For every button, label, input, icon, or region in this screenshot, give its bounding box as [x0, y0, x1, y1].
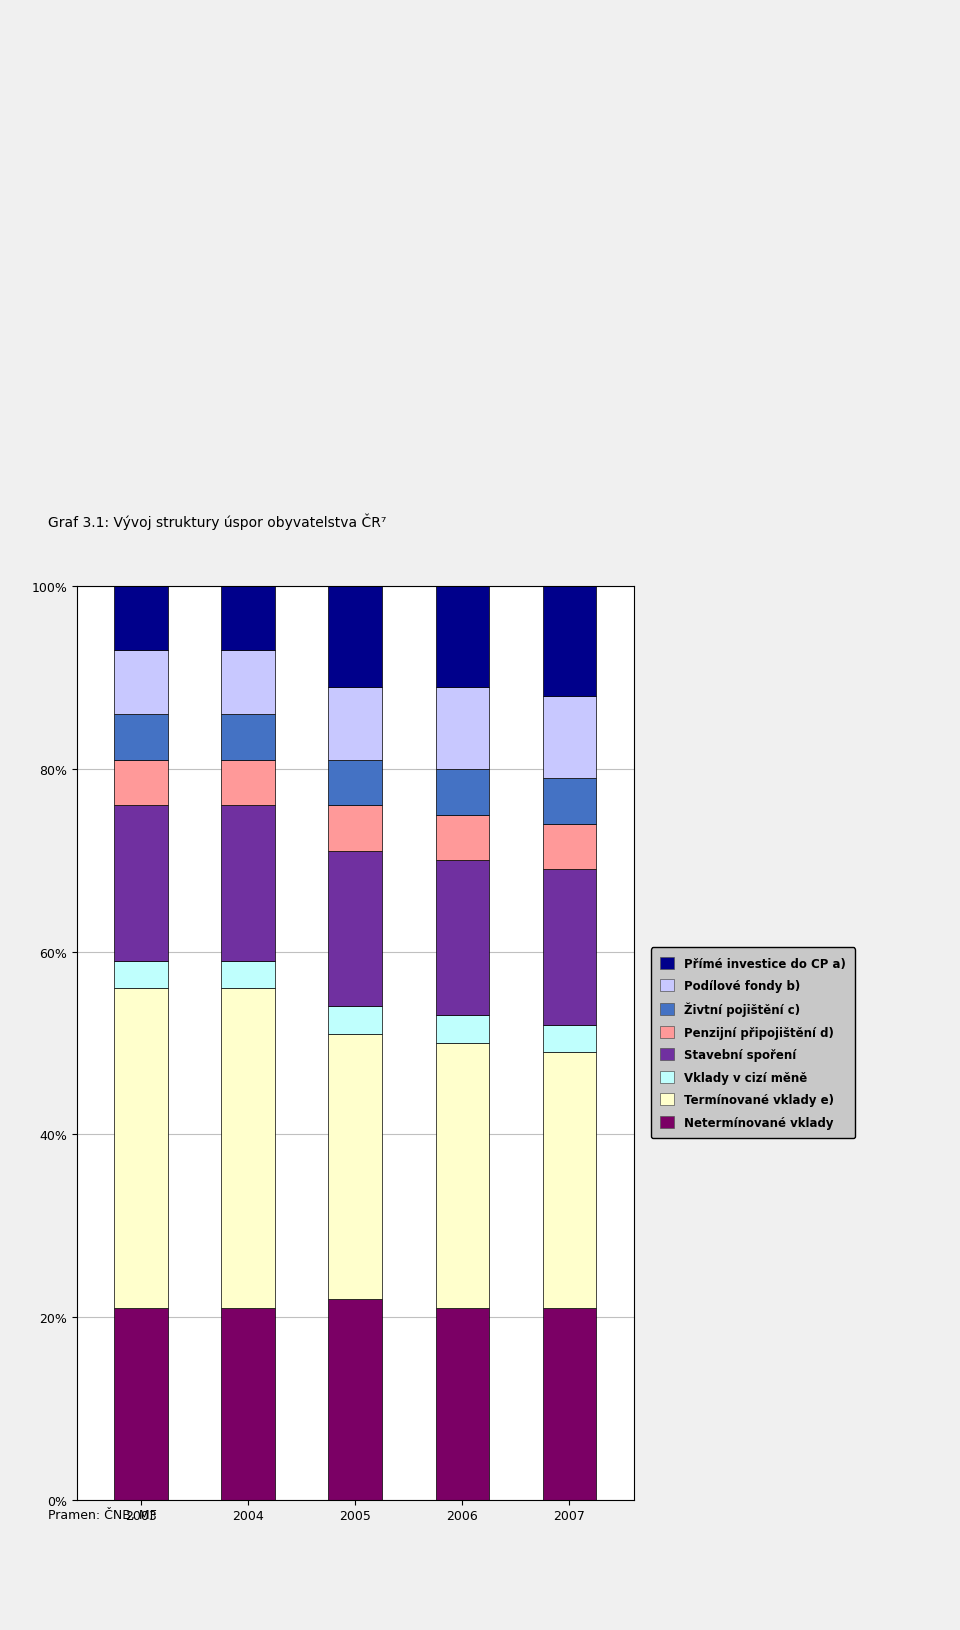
Bar	[114, 587, 168, 650]
Bar	[328, 587, 382, 688]
Bar	[222, 805, 275, 962]
Bar	[542, 870, 596, 1025]
Bar	[114, 962, 168, 988]
Bar	[222, 1307, 275, 1500]
Bar	[222, 587, 275, 650]
Bar	[222, 650, 275, 714]
Bar	[436, 861, 489, 1015]
Bar	[114, 988, 168, 1307]
Bar	[542, 587, 596, 696]
Bar	[114, 714, 168, 760]
Text: Graf 3.1: Vývoj struktury úspor obyvatelstva ČR⁷: Graf 3.1: Vývoj struktury úspor obyvatel…	[48, 513, 387, 530]
Bar	[542, 696, 596, 779]
Text: Pramen: ČNB, MF: Pramen: ČNB, MF	[48, 1508, 156, 1521]
Bar	[436, 587, 489, 688]
Bar	[328, 688, 382, 760]
Bar	[328, 1299, 382, 1500]
Bar	[114, 805, 168, 962]
Bar	[222, 760, 275, 805]
Bar	[114, 760, 168, 805]
Bar	[542, 825, 596, 870]
Bar	[436, 815, 489, 861]
Bar	[436, 1043, 489, 1307]
Bar	[542, 1053, 596, 1307]
Bar	[328, 760, 382, 805]
Bar	[436, 769, 489, 815]
Bar	[222, 714, 275, 760]
Bar	[542, 1025, 596, 1053]
Bar	[328, 805, 382, 851]
Legend: Přímé investice do CP a), Podílové fondy b), Živtní pojištění c), Penzijní připo: Přímé investice do CP a), Podílové fondy…	[651, 949, 855, 1138]
Bar	[222, 988, 275, 1307]
Bar	[114, 1307, 168, 1500]
Bar	[436, 688, 489, 769]
Bar	[542, 779, 596, 825]
Bar	[222, 962, 275, 988]
Bar	[328, 1033, 382, 1299]
Bar	[436, 1307, 489, 1500]
Bar	[114, 650, 168, 714]
Bar	[542, 1307, 596, 1500]
Bar	[436, 1015, 489, 1043]
Bar	[328, 851, 382, 1007]
Bar	[328, 1007, 382, 1033]
